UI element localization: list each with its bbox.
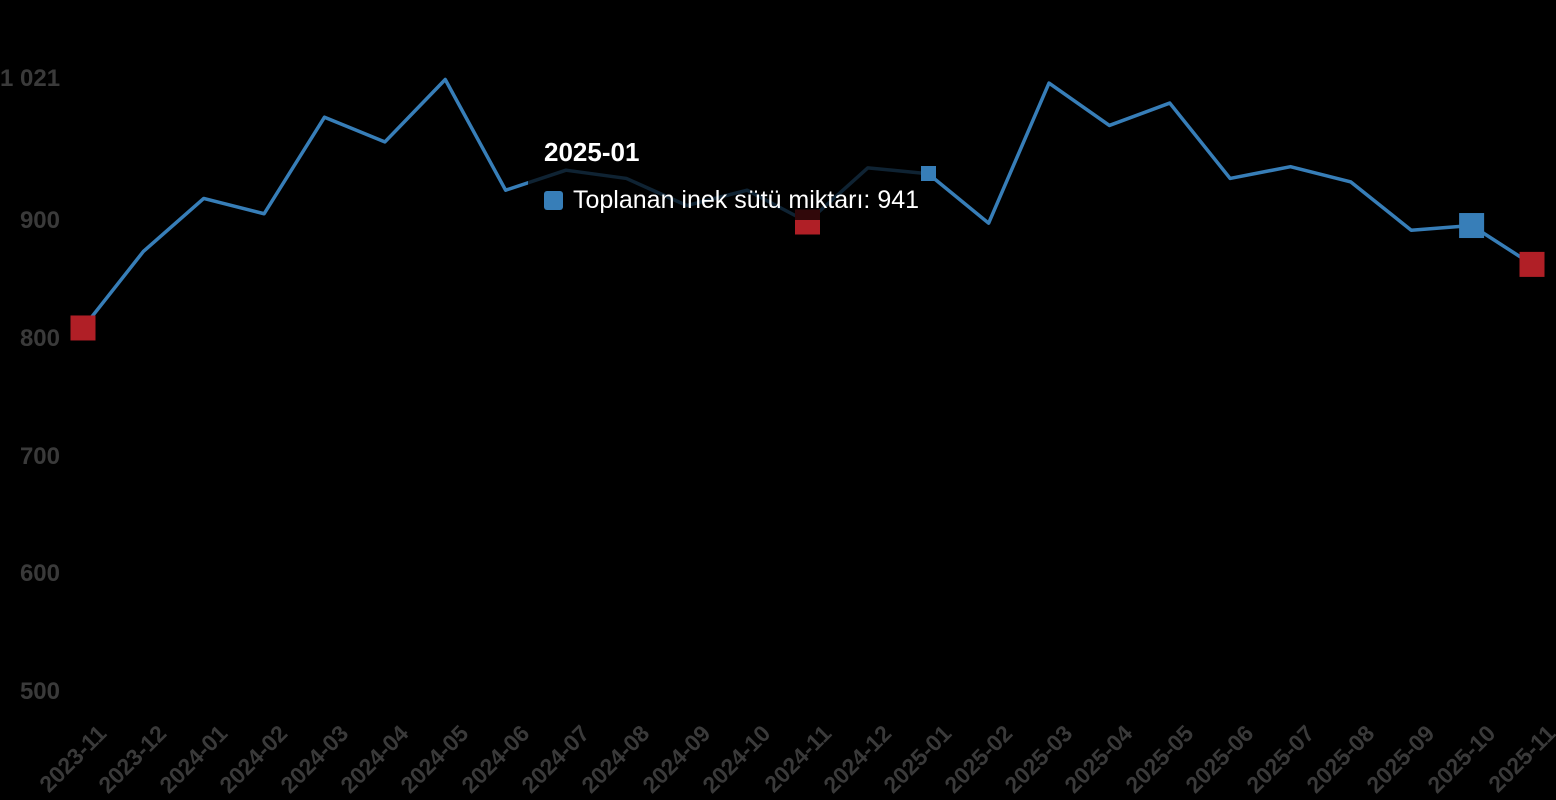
highlight-marker-2025-11[interactable] bbox=[1519, 251, 1545, 277]
highlight-marker-2025-10[interactable] bbox=[1459, 213, 1485, 239]
highlight-markers[interactable] bbox=[70, 209, 1545, 341]
hovered-point-marker[interactable] bbox=[920, 166, 936, 182]
tooltip: 2025-01 Toplanan inek sütü miktarı: 941 bbox=[528, 128, 922, 220]
series-swatch-icon bbox=[544, 190, 563, 210]
highlight-marker-2023-11[interactable] bbox=[70, 315, 96, 341]
tooltip-title: 2025-01 bbox=[544, 137, 640, 167]
tooltip-series-row: Toplanan inek sütü miktarı: 941 bbox=[544, 185, 922, 215]
tooltip-series-text: Toplanan inek sütü miktarı: 941 bbox=[573, 186, 920, 214]
